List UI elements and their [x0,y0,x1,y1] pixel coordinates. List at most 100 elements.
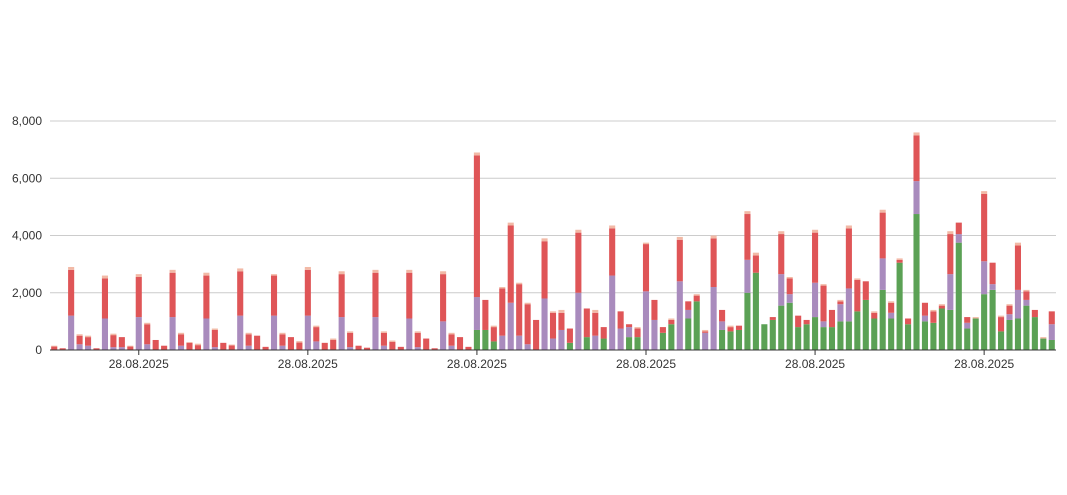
bar-segment-red [304,269,311,316]
bar-segment-light [524,302,531,305]
bar-segment-light [211,328,218,330]
stacked-bar [397,346,404,350]
bar-segment-light [947,231,954,235]
bar-segment-purple [913,181,920,215]
bar-segment-light [372,269,379,273]
bar-segment-green [685,318,692,350]
bar-segment-purple [211,347,218,350]
bar-segment-red [719,309,726,322]
bar-segment-green [795,327,802,350]
stacked-bar [118,337,125,350]
stacked-bar [490,325,497,350]
bar-segment-red [1031,309,1038,318]
x-tick-label: 28.08.2025 [447,357,507,371]
bar-segment-light [135,274,142,277]
stacked-bar [972,317,979,350]
bar-segment-purple [101,318,108,350]
bar-segment-red [482,299,489,330]
bar-segment-light [194,343,201,346]
bar-segment-purple [372,317,379,350]
bar-segment-red [558,312,565,330]
bar-segment-green [490,341,497,350]
bars [51,132,1055,351]
bar-segment-green [871,318,878,350]
bar-segment-green [769,319,776,350]
stacked-bar [769,317,776,350]
bar-segment-green [761,324,768,350]
bar-segment-light [634,327,641,329]
stacked-bar [626,324,633,350]
bar-segment-light [186,341,193,343]
stacked-bar [913,132,920,350]
stacked-bar [76,334,83,350]
bar-segment-purple [279,345,286,350]
bar-segment-red [752,255,759,273]
bar-segment-purple [304,315,311,350]
bar-segment-purple [1006,314,1013,320]
bar-segment-purple [499,335,506,350]
bar-segment-purple [135,317,142,350]
bar-segment-purple [85,345,92,350]
bar-segment-red [414,332,421,348]
bar-segment-light [245,332,252,335]
bar-segment-light [279,332,286,335]
bar-segment-purple [169,317,176,350]
stacked-bar [879,209,886,350]
bar-segment-red [566,328,573,343]
stacked-bar [888,301,895,350]
stacked-bar [524,302,531,350]
bar-segment-red [803,319,810,325]
bar-segment-red [85,337,92,346]
bar-segment-purple [524,344,531,350]
bar-segment-red [524,304,531,345]
bar-segment-red [330,339,337,350]
stacked-bar [161,345,168,350]
bar-segment-red [989,262,996,285]
bar-segment-purple [947,274,954,310]
stacked-bar [330,338,337,350]
bar-segment-light [406,269,413,273]
stacked-bar [930,309,937,350]
stacked-bar [135,274,142,350]
stacked-bar [507,222,514,350]
stacked-bar [1040,337,1047,350]
bar-segment-green [896,262,903,350]
stacked-bar [533,319,540,350]
stacked-bar [211,328,218,350]
bar-segment-red [279,334,286,346]
bar-segment-green [1040,338,1047,350]
bar-segment-light [380,331,387,333]
bar-segment-purple [989,284,996,290]
bar-segment-purple [879,258,886,290]
bar-segment-light [448,332,455,335]
stacked-bar [423,338,430,350]
stacked-bar [735,325,743,350]
bar-segment-purple [702,332,709,350]
bar-segment-red [938,305,945,309]
bar-segment-red [609,228,616,276]
bar-segment-red [828,309,836,328]
stacked-bar [440,271,447,351]
bar-segment-light [981,191,988,194]
stacked-bar [169,269,176,350]
bar-segment-light [473,152,480,156]
bar-segment-red [845,228,852,289]
bar-segment-red [135,277,142,318]
bar-segment-purple [406,318,413,350]
bar-segment-red [795,315,802,328]
bar-segment-light [85,335,92,338]
stacked-bar [456,337,464,350]
stacked-bar [981,191,988,350]
bar-segment-green [989,289,996,350]
stacked-bar [896,258,903,350]
bar-segment-green [693,301,700,350]
bar-segment-purple [414,347,421,350]
bar-segment-red [837,301,844,305]
stacked-bar [338,271,345,350]
bar-segment-red [634,328,641,338]
bar-segment-red [676,239,683,282]
bar-segment-green [473,329,480,350]
bar-segment-purple [888,312,895,319]
bar-segment-purple [541,298,548,350]
